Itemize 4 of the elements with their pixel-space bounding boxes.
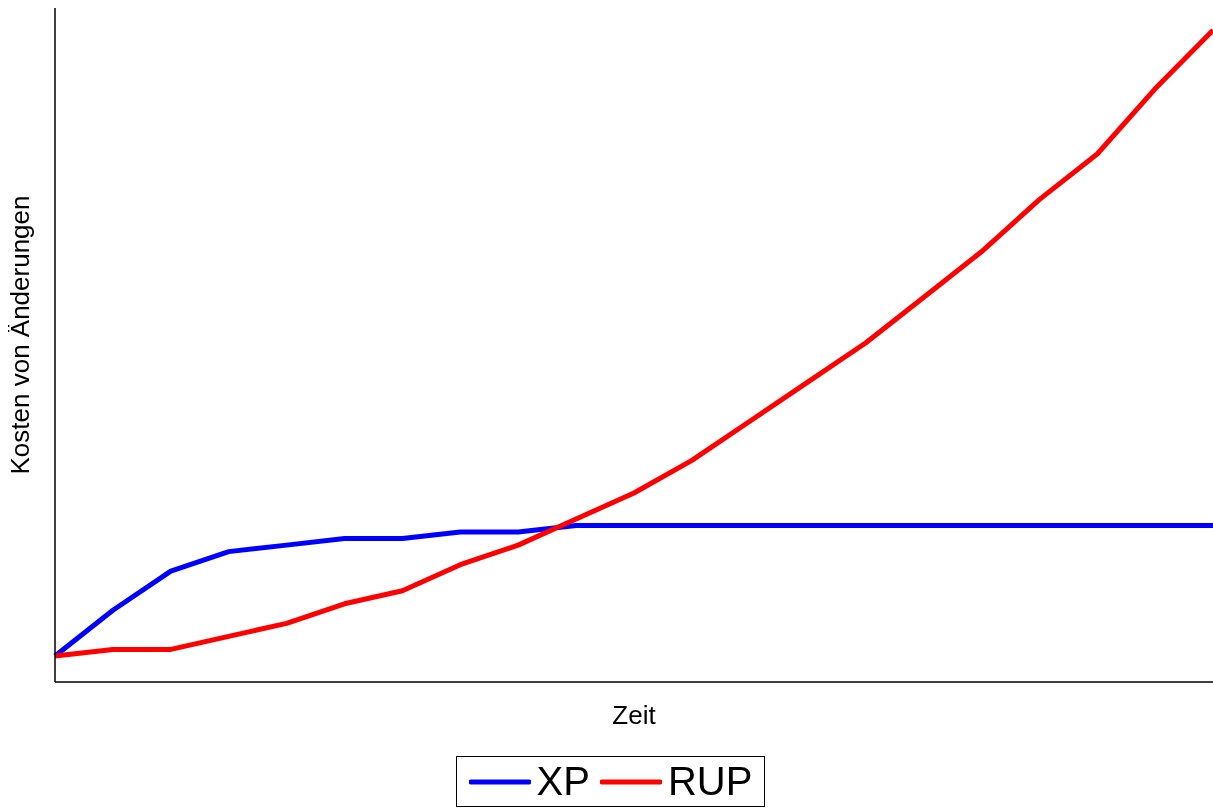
x-axis-title: Zeit — [612, 700, 657, 730]
legend-label: RUP — [667, 759, 753, 804]
y-axis-title: Kosten von Änderungen — [5, 195, 36, 475]
legend-label: XP — [536, 759, 590, 804]
